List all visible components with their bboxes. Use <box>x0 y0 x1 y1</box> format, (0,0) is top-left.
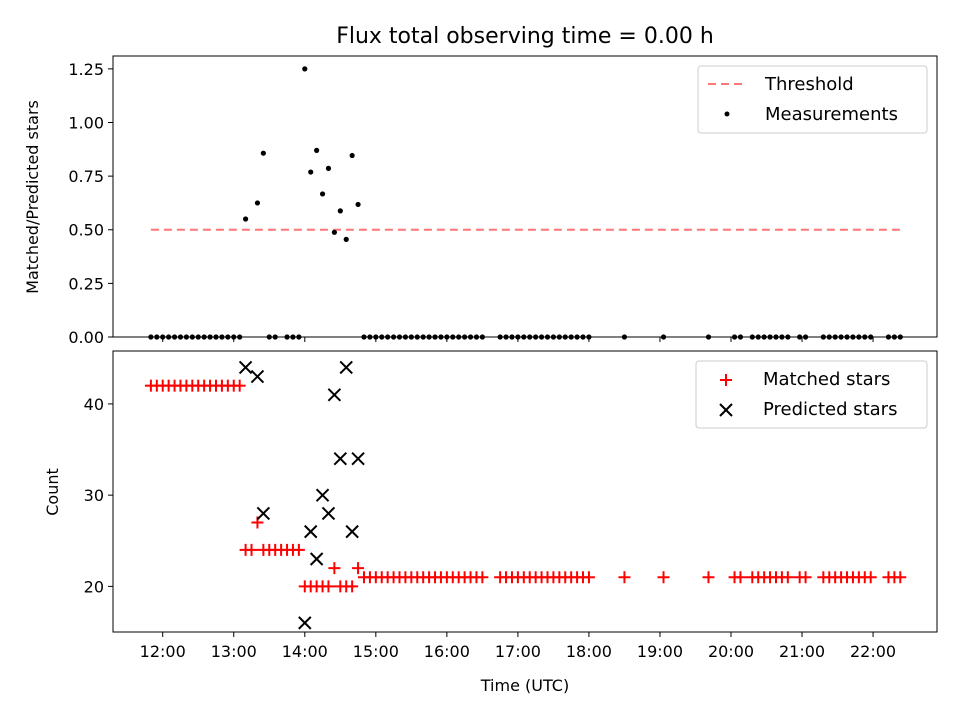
x-tick-label: 21:00 <box>779 642 825 661</box>
ratio-y-tick-label: 1.25 <box>68 60 104 79</box>
matched-legend-swatch <box>720 374 732 386</box>
measurement-point <box>308 169 314 175</box>
predicted-star-point <box>238 360 253 375</box>
matched-star-point <box>734 571 747 584</box>
ratio-y-ticks: 0.00 0.25 0.50 0.75 1.00 1.25 <box>68 60 113 347</box>
predicted-star-point <box>304 524 318 539</box>
matched-star-point <box>233 379 246 392</box>
measurement-point <box>254 200 261 206</box>
measurement-point <box>319 191 326 197</box>
ratio-y-tick-label: 0.25 <box>68 274 104 293</box>
ratio-y-tick-label: 0.75 <box>68 167 104 186</box>
measurement-point <box>355 201 361 208</box>
x-tick-label: 19:00 <box>637 642 683 661</box>
predicted-star-point <box>333 451 348 466</box>
matched-star-point <box>702 571 715 584</box>
matched-legend-label: Matched stars <box>763 369 890 390</box>
matched-star-point <box>328 562 341 575</box>
threshold-legend-label: Threshold <box>764 74 854 95</box>
matched-star-point <box>352 562 365 575</box>
matched-star-point <box>618 571 631 584</box>
ratio-legend-box <box>697 65 928 134</box>
count-y-tick-label: 30 <box>84 486 104 505</box>
count-y-ticks: 20 30 40 <box>84 395 113 596</box>
matched-star-point <box>476 571 489 584</box>
count-x-ticks: 12:00 13:00 14:00 15:00 16:00 17:00 18:00 19:00… <box>140 632 896 661</box>
measurement-point <box>331 229 337 235</box>
matched-star-point <box>657 571 670 584</box>
matched-star-point <box>864 571 877 584</box>
x-tick-label: 20:00 <box>708 642 754 661</box>
predicted-star-point <box>250 369 265 384</box>
measurement-point <box>349 152 355 159</box>
predicted-star-point <box>298 616 312 630</box>
x-tick-label: 12:00 <box>140 642 186 661</box>
count-legend: Matched stars Predicted stars <box>695 360 928 429</box>
measurements-legend-label: Measurements <box>765 104 898 125</box>
predicted-star-point <box>321 506 336 521</box>
ratio-y-tick-label: 1.00 <box>68 113 104 132</box>
measurement-point <box>302 66 308 72</box>
measurements-legend-swatch <box>724 111 730 117</box>
matched-star-point <box>322 580 335 593</box>
matched-star-point <box>292 543 305 556</box>
predicted-star-point <box>315 488 330 502</box>
ratio-y-tick-label: 0.50 <box>68 221 104 240</box>
measurement-point <box>242 216 249 222</box>
matched-star-point <box>245 543 258 556</box>
count-y-tick-label: 20 <box>84 577 104 596</box>
x-tick-label: 18:00 <box>566 642 612 661</box>
matched-star-point <box>799 571 812 584</box>
ratio-legend: Threshold Measurements <box>697 65 928 134</box>
measurement-point <box>337 208 343 214</box>
count-y-tick-label: 40 <box>84 395 104 414</box>
ratio-axes-frame <box>112 55 938 338</box>
count-axes-frame <box>112 350 938 633</box>
predicted-legend-swatch <box>719 403 733 417</box>
matched-star-point <box>346 580 359 593</box>
ratio-y-tick-label: 0.00 <box>68 328 104 347</box>
x-axis-label: Time (UTC) <box>480 676 569 695</box>
measurement-point <box>260 150 266 156</box>
x-tick-label: 13:00 <box>211 642 257 661</box>
ratio-y-axis-label: Matched/Predicted stars <box>23 100 42 294</box>
count-plot-area <box>144 360 907 630</box>
matched-star-point <box>582 571 595 584</box>
x-tick-label: 22:00 <box>850 642 896 661</box>
x-tick-label: 15:00 <box>353 642 399 661</box>
x-tick-label: 17:00 <box>495 642 541 661</box>
measurement-point <box>325 165 332 171</box>
count-y-axis-label: Count <box>43 468 62 516</box>
count-panel: 20 30 40 12:00 13:00 14:00 15:00 16:00 17:00 18:… <box>43 350 938 695</box>
predicted-star-point <box>351 451 365 466</box>
matched-star-point <box>894 571 907 584</box>
predicted-star-point <box>327 388 342 402</box>
x-tick-label: 16:00 <box>424 642 470 661</box>
measurement-point <box>343 236 349 243</box>
x-tick-label: 14:00 <box>282 642 328 661</box>
predicted-star-point <box>256 506 271 521</box>
matched-star-point <box>781 571 794 584</box>
measurement-point <box>314 147 320 153</box>
predicted-legend-label: Predicted stars <box>763 399 897 420</box>
ratio-x-ticks <box>162 337 874 342</box>
ratio-plot-area <box>148 66 903 340</box>
predicted-star-point <box>339 360 353 375</box>
predicted-star-point <box>309 552 324 566</box>
chart-title: Flux total observing time = 0.00 h <box>336 24 714 49</box>
count-legend-box <box>695 360 928 429</box>
predicted-star-point <box>345 524 359 539</box>
ratio-panel: Flux total observing time = 0.00 h 0.000… <box>23 24 938 347</box>
